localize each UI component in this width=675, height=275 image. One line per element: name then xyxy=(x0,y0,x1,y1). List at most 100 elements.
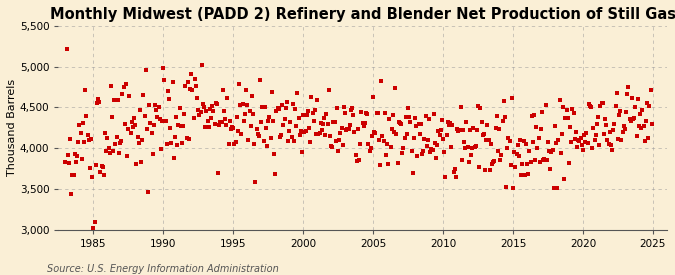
Point xyxy=(470,143,481,148)
Point xyxy=(601,122,612,127)
Point xyxy=(323,88,334,92)
Point xyxy=(304,125,315,130)
Point xyxy=(168,156,179,161)
Point xyxy=(161,142,172,146)
Point xyxy=(416,152,427,156)
Point xyxy=(370,130,381,135)
Point xyxy=(139,114,150,118)
Point xyxy=(308,119,319,123)
Point xyxy=(406,149,417,153)
Point xyxy=(442,120,453,124)
Point xyxy=(360,121,371,125)
Point xyxy=(267,89,277,94)
Point xyxy=(281,100,292,104)
Point xyxy=(230,140,241,144)
Point xyxy=(138,93,149,97)
Point xyxy=(557,132,568,136)
Point xyxy=(364,149,375,153)
Point xyxy=(384,117,395,121)
Point xyxy=(354,158,364,163)
Point xyxy=(546,150,557,155)
Point xyxy=(190,84,201,89)
Point xyxy=(214,122,225,127)
Point xyxy=(390,86,401,90)
Point xyxy=(477,133,488,137)
Point xyxy=(201,109,212,113)
Point xyxy=(535,126,546,131)
Point xyxy=(123,127,134,131)
Point xyxy=(232,128,243,133)
Point xyxy=(620,126,630,131)
Point xyxy=(525,160,536,164)
Point xyxy=(83,138,94,142)
Point xyxy=(524,149,535,153)
Point xyxy=(216,120,227,125)
Point xyxy=(203,125,214,130)
Point xyxy=(476,120,487,125)
Point xyxy=(182,80,193,84)
Point xyxy=(115,141,126,145)
Point xyxy=(547,147,558,152)
Point xyxy=(426,147,437,152)
Point xyxy=(591,133,601,138)
Point xyxy=(538,157,549,162)
Point xyxy=(511,152,522,156)
Point xyxy=(371,111,382,115)
Point xyxy=(173,123,184,127)
Point xyxy=(107,114,117,119)
Point xyxy=(229,142,240,146)
Point xyxy=(537,110,547,114)
Point xyxy=(248,112,259,117)
Point xyxy=(575,136,586,140)
Point xyxy=(369,130,380,134)
Point xyxy=(348,113,358,118)
Point xyxy=(134,108,145,112)
Point xyxy=(485,142,496,147)
Point xyxy=(466,153,477,157)
Point xyxy=(610,104,621,109)
Point xyxy=(628,116,639,121)
Point xyxy=(129,116,140,120)
Point xyxy=(509,150,520,154)
Point xyxy=(280,106,291,110)
Point xyxy=(597,100,608,105)
Point xyxy=(564,160,574,165)
Point xyxy=(108,149,119,153)
Point xyxy=(467,145,478,150)
Point xyxy=(329,120,340,124)
Point xyxy=(272,106,283,111)
Point xyxy=(599,132,610,136)
Point xyxy=(238,119,249,123)
Point xyxy=(211,101,221,105)
Point xyxy=(491,114,502,119)
Point xyxy=(382,142,393,147)
Point xyxy=(462,145,473,149)
Point xyxy=(448,170,459,174)
Point xyxy=(471,127,482,132)
Point xyxy=(219,117,230,121)
Point xyxy=(410,116,421,120)
Point xyxy=(461,120,472,125)
Point xyxy=(265,136,276,141)
Point xyxy=(254,134,265,138)
Point xyxy=(335,131,346,135)
Point xyxy=(151,108,162,112)
Point xyxy=(325,134,335,138)
Point xyxy=(484,167,495,172)
Point xyxy=(411,123,422,128)
Point xyxy=(383,162,394,166)
Point xyxy=(578,133,589,137)
Point xyxy=(570,136,580,141)
Point xyxy=(236,132,247,136)
Point xyxy=(434,133,445,137)
Point xyxy=(128,125,138,129)
Point xyxy=(424,117,435,122)
Point xyxy=(155,147,166,151)
Point xyxy=(344,127,354,131)
Point xyxy=(559,177,570,181)
Point xyxy=(193,108,204,112)
Point xyxy=(192,96,202,100)
Point xyxy=(275,133,286,137)
Point xyxy=(418,149,429,153)
Point xyxy=(188,116,199,120)
